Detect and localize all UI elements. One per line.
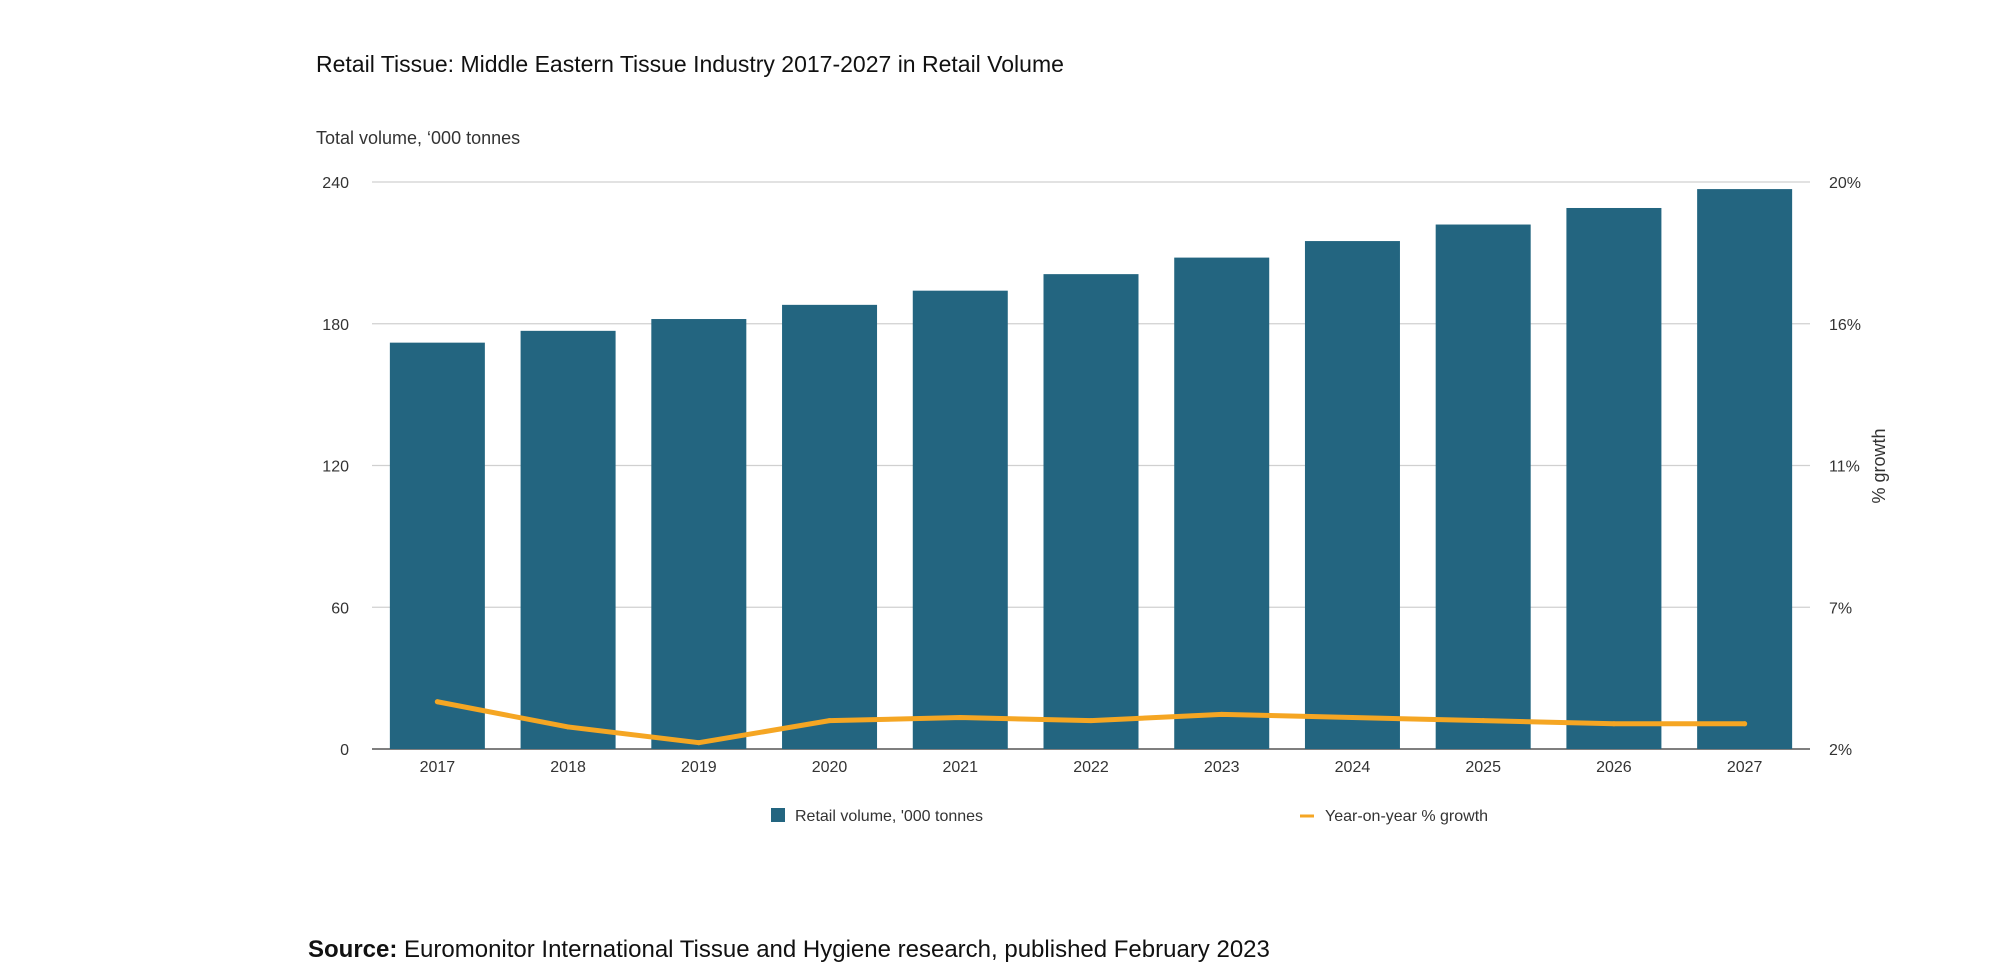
legend: Retail volume, '000 tonnes Year-on-year … xyxy=(771,808,1488,825)
bar-2017 xyxy=(389,342,485,749)
x-tick-label: 2021 xyxy=(942,759,978,776)
y-tick-label: 0 xyxy=(340,742,349,759)
source-text: Euromonitor International Tissue and Hyg… xyxy=(397,936,1270,963)
growth-point-2017 xyxy=(434,699,440,705)
y2-axis-ticks: 2% 7% 11% 16% 20% xyxy=(1829,175,1861,759)
x-tick-label: 2026 xyxy=(1596,759,1632,776)
x-tick-label: 2018 xyxy=(550,759,586,776)
bar-2024 xyxy=(1304,241,1400,749)
y2-axis-label: % growth xyxy=(1869,428,1889,503)
growth-point-2018 xyxy=(565,724,571,730)
bar-2021 xyxy=(912,290,1008,749)
x-tick-label: 2023 xyxy=(1204,759,1240,776)
legend-label-growth: Year-on-year % growth xyxy=(1325,808,1488,825)
x-tick-label: 2019 xyxy=(681,759,717,776)
x-tick-label: 2027 xyxy=(1727,759,1763,776)
y-tick-label: 120 xyxy=(322,459,349,476)
source-label: Source: xyxy=(308,936,398,963)
y2-tick-label: 11% xyxy=(1829,459,1860,476)
x-axis-ticks: 2017 2018 2019 2020 2021 2022 2023 2024 2025 2026… xyxy=(420,759,1763,776)
y-tick-label: 180 xyxy=(322,317,349,334)
bar-2022 xyxy=(1043,274,1139,749)
y2-tick-label: 2% xyxy=(1829,742,1852,759)
y-tick-label: 240 xyxy=(322,175,349,192)
legend-swatch-volume xyxy=(771,808,785,822)
growth-series xyxy=(434,699,1748,746)
growth-point-2026 xyxy=(1611,721,1617,727)
y2-tick-label: 16% xyxy=(1829,317,1861,334)
growth-point-2022 xyxy=(1088,718,1094,724)
bar-2019 xyxy=(651,319,747,749)
x-tick-label: 2024 xyxy=(1335,759,1371,776)
chart-title: Retail Tissue: Middle Eastern Tissue Ind… xyxy=(316,51,1064,77)
growth-point-2023 xyxy=(1219,711,1225,717)
bar-2018 xyxy=(520,330,616,749)
source-note: Source: Euromonitor International Tissue… xyxy=(308,936,1270,964)
y2-tick-label: 20% xyxy=(1829,175,1861,192)
growth-point-2027 xyxy=(1742,721,1748,727)
x-tick-label: 2025 xyxy=(1465,759,1501,776)
y2-tick-label: 7% xyxy=(1829,600,1852,617)
x-tick-label: 2020 xyxy=(812,759,848,776)
bar-series xyxy=(389,189,1793,750)
bar-2026 xyxy=(1566,207,1662,750)
x-tick-label: 2017 xyxy=(420,759,456,776)
x-tick-label: 2022 xyxy=(1073,759,1109,776)
legend-label-volume: Retail volume, '000 tonnes xyxy=(795,808,983,825)
bar-2027 xyxy=(1697,189,1793,749)
growth-point-2019 xyxy=(696,740,702,746)
bar-2023 xyxy=(1174,257,1270,749)
y-axis-ticks: 0 60 120 180 240 xyxy=(322,175,349,759)
growth-point-2020 xyxy=(827,718,833,724)
y-axis-label: Total volume, ‘000 tonnes xyxy=(316,128,520,148)
y-tick-label: 60 xyxy=(331,600,349,617)
growth-point-2021 xyxy=(957,715,963,720)
growth-point-2024 xyxy=(1349,715,1355,720)
bar-2020 xyxy=(782,304,878,749)
bar-2025 xyxy=(1435,224,1531,749)
growth-point-2025 xyxy=(1480,718,1486,724)
